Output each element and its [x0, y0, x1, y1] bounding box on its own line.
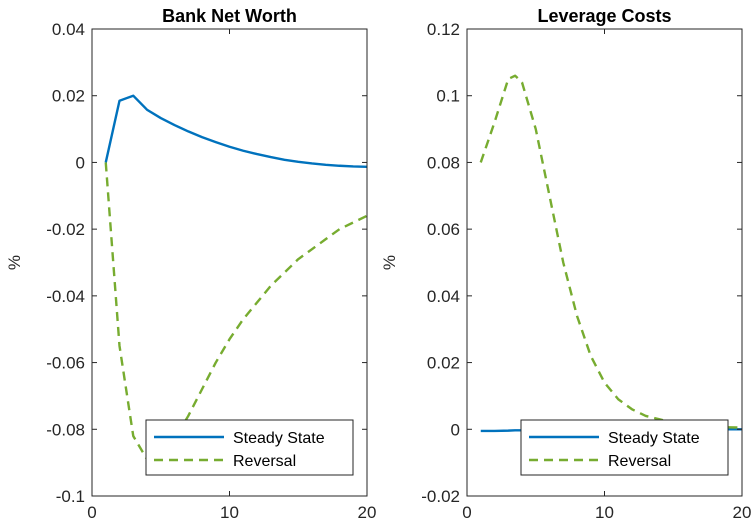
y-tick-label: -0.04	[46, 287, 85, 306]
y-tick-label: 0	[451, 420, 460, 439]
y-tick-label: 0.12	[427, 20, 460, 39]
x-tick-label: 0	[87, 503, 96, 522]
x-tick-label: 20	[358, 503, 377, 522]
y-tick-label: 0.02	[52, 87, 85, 106]
legend-box	[145, 419, 354, 476]
y-tick-label: -0.06	[46, 354, 85, 373]
y-tick-label: 0.08	[427, 153, 460, 172]
x-tick-label: 10	[595, 503, 614, 522]
y-axis-label: %	[380, 255, 399, 270]
y-tick-label: 0.04	[427, 287, 460, 306]
y-tick-label: 0.06	[427, 220, 460, 239]
y-axis-label: %	[5, 255, 24, 270]
y-tick-label: -0.1	[56, 487, 85, 506]
x-tick-label: 10	[220, 503, 239, 522]
legend-label: Reversal	[233, 453, 296, 470]
legend-box	[520, 419, 729, 476]
series-line-steady-state	[104, 94, 367, 168]
chart-panel-1: -0.1 -0.08 -0.06 -0.04 -0.02 0 0.02 0.04 0 10 20 Ba…	[5, 6, 376, 522]
y-tick-label: -0.02	[46, 220, 85, 239]
y-tick-label: 0.04	[52, 20, 85, 39]
chart-title: Leverage Costs	[537, 6, 671, 26]
series-group	[479, 74, 742, 433]
y-tick-label: 0.02	[427, 354, 460, 373]
legend-label: Steady State	[233, 430, 325, 447]
chart-title: Bank Net Worth	[162, 6, 297, 26]
series-line-reversal	[479, 74, 742, 429]
series-group	[104, 94, 367, 461]
x-tick-label: 20	[733, 503, 752, 522]
x-tick-label: 0	[462, 503, 471, 522]
legend-label: Steady State	[608, 430, 700, 447]
y-tick-label: 0	[76, 153, 85, 172]
y-tick-label: 0.1	[436, 87, 460, 106]
series-line-reversal	[104, 162, 367, 461]
y-tick-label: -0.08	[46, 420, 85, 439]
y-tick-label: -0.02	[421, 487, 460, 506]
legend: Steady State Reversal	[145, 419, 354, 476]
legend: Steady State Reversal	[520, 419, 729, 476]
legend-label: Reversal	[608, 453, 671, 470]
